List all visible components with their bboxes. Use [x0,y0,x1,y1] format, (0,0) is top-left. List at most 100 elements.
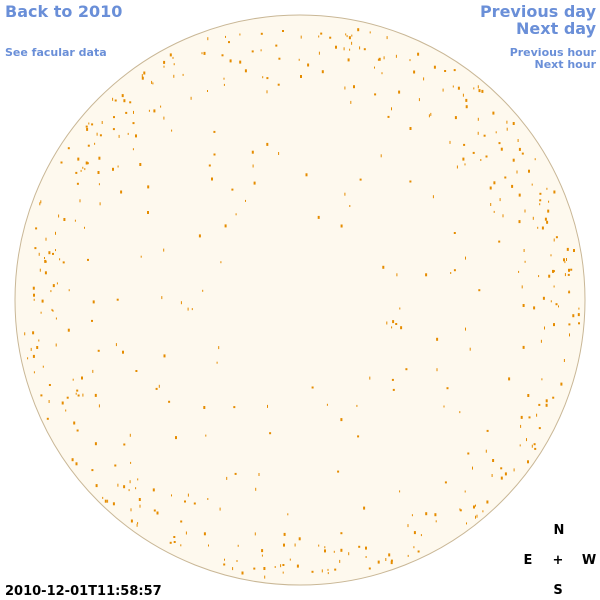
facula [169,541,172,544]
facula [380,154,382,158]
faculae-layer [24,28,580,579]
facula [278,57,281,60]
facular-data-link[interactable]: See facular data [5,46,107,59]
facula [112,167,114,171]
facula [469,347,471,351]
facula [344,192,346,196]
facula [365,556,367,558]
facula [399,490,401,493]
facula [567,273,570,276]
facula [539,192,542,195]
facula [498,142,501,145]
facula [388,553,391,557]
facula [485,449,487,453]
facula [374,93,377,96]
facula [121,94,124,98]
facula [334,568,337,571]
facula [466,522,467,525]
facula [79,199,81,203]
facula [94,442,97,446]
facula [570,268,573,271]
facula [317,215,320,219]
facula [563,359,565,362]
next-day-link[interactable]: Next day [516,19,597,38]
facula [117,483,119,487]
facula [267,404,268,408]
facula [417,52,420,56]
facula [277,83,280,86]
facula [524,260,526,263]
facula [320,32,323,35]
facula [539,199,542,202]
facula [76,429,79,432]
facula [33,293,35,297]
facula [409,180,412,183]
facula [289,558,291,561]
facula [409,127,412,130]
facula [175,436,177,440]
facula [346,35,348,38]
facula [456,165,458,169]
facula [568,323,571,326]
facula [348,552,350,556]
facula [572,314,575,318]
facula [80,169,82,172]
facula [87,258,89,261]
back-link[interactable]: Back to 2010 [5,2,122,21]
previous-hour-link[interactable]: Previous hour [510,46,597,59]
facula [32,331,35,335]
facula [173,74,175,78]
facula [457,86,460,90]
facula [123,99,126,103]
facula [521,285,523,289]
compass-center: + [553,553,564,568]
facula [141,76,144,80]
facula [337,470,340,473]
facula [444,70,447,72]
facula [255,487,257,491]
facula [391,107,392,111]
facula [482,510,484,513]
previous-day-link[interactable]: Previous day [480,2,597,21]
facula [477,117,479,121]
facula [278,152,280,155]
facula [544,217,547,221]
facula [236,560,238,562]
facula [516,170,518,174]
facula [413,70,416,74]
facula [122,350,124,354]
facula [45,237,47,241]
facula [203,406,206,409]
facula [40,394,43,397]
facula [207,498,209,500]
facula [32,286,35,290]
facula [34,247,37,250]
facula [298,58,300,61]
facula [130,461,132,464]
facula [383,56,385,60]
facula [533,443,536,446]
facula [260,32,263,35]
facula [357,28,360,32]
facula [129,433,131,437]
facula [518,270,520,273]
next-hour-link[interactable]: Next hour [535,58,597,71]
facula [198,234,201,238]
facula [527,394,530,397]
facula [534,447,537,450]
facula [540,339,542,343]
facula [472,151,475,154]
facula [534,158,536,161]
facula [453,269,456,272]
facula [420,534,422,537]
facula [340,418,343,422]
facula [481,89,484,93]
facula [46,417,49,420]
facula [97,171,100,174]
facula [82,393,84,397]
facula [349,48,351,51]
facula [229,59,232,63]
facula [454,116,457,120]
facula [386,321,388,325]
facula [218,346,220,350]
